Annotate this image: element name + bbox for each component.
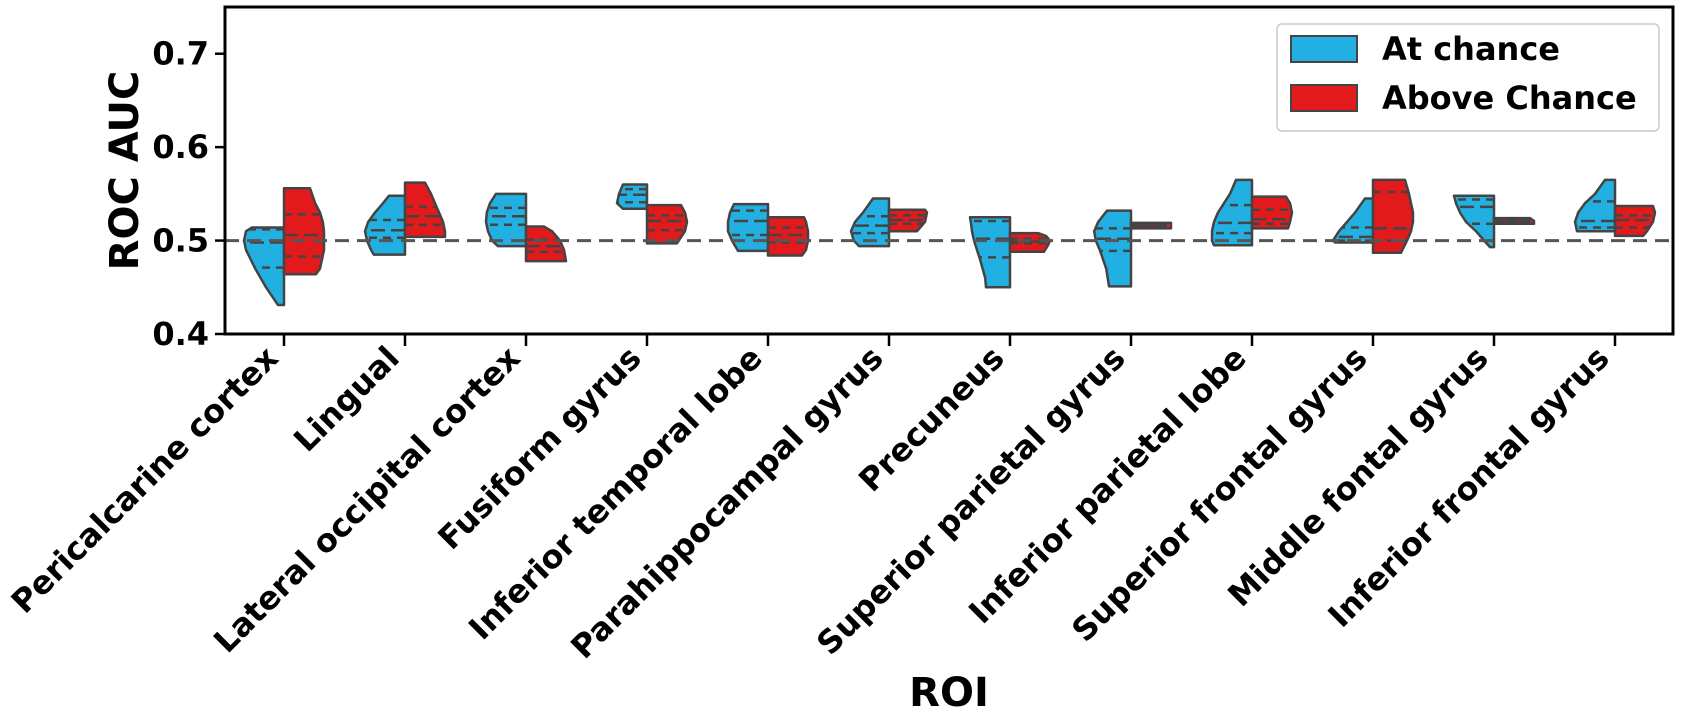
violin-layer	[242, 178, 1657, 307]
violin-above-chance-pericalcarine-cortex	[282, 187, 326, 276]
x-axis-title: ROI	[909, 670, 989, 716]
legend-swatch-above-chance	[1290, 84, 1358, 112]
legend-box	[1276, 23, 1660, 132]
violin-at-chance-parahippocampal-gyrus	[849, 197, 891, 248]
y-tick-label: 0.5	[152, 222, 209, 260]
legend-label-above-chance: Above Chance	[1382, 79, 1637, 117]
violin-above-chance-inferior-parietal-lobe	[1250, 195, 1294, 230]
legend-label-at-chance: At chance	[1382, 30, 1560, 68]
violin-above-chance-inferior-temporal-lobe	[766, 215, 810, 257]
x-tick-label-pericalcarine-cortex: Pericalcarine cortex	[4, 339, 286, 621]
violin-above-chance-fusiform-gyrus	[645, 203, 689, 245]
plot-frame	[223, 5, 1675, 336]
violin-above-chance-lingual	[403, 181, 447, 239]
violin-above-chance-lateral-occipital-cortex	[524, 225, 568, 263]
x-tick-label-lingual: Lingual	[286, 339, 406, 459]
violin-at-chance-lingual	[363, 194, 407, 256]
violin-at-chance-inferior-frontal-gyrus	[1573, 178, 1617, 233]
x-tick-label-fusiform-gyrus: Fusiform gyrus	[430, 339, 648, 557]
y-axis-title: ROC AUC	[102, 71, 148, 271]
violin-above-chance-superior-frontal-gyrus	[1371, 178, 1415, 254]
violin-at-chance-superior-parietal-gyrus	[1092, 209, 1133, 288]
y-tick-label: 0.7	[152, 35, 209, 73]
violin-at-chance-pericalcarine-cortex	[242, 226, 286, 307]
violin-at-chance-lateral-occipital-cortex	[484, 192, 528, 248]
violin-at-chance-middle-fontal-gyrus	[1452, 194, 1496, 249]
y-tick-label: 0.6	[152, 128, 209, 166]
y-axis: 0.4 0.5 0.6 0.7	[152, 35, 225, 353]
violin-at-chance-precuneus	[968, 215, 1012, 289]
violin-at-chance-inferior-parietal-lobe	[1210, 178, 1254, 247]
legend-swatch-at-chance	[1290, 35, 1358, 63]
legend: At chance Above Chance	[1276, 23, 1660, 132]
y-tick-label: 0.4	[152, 315, 209, 353]
